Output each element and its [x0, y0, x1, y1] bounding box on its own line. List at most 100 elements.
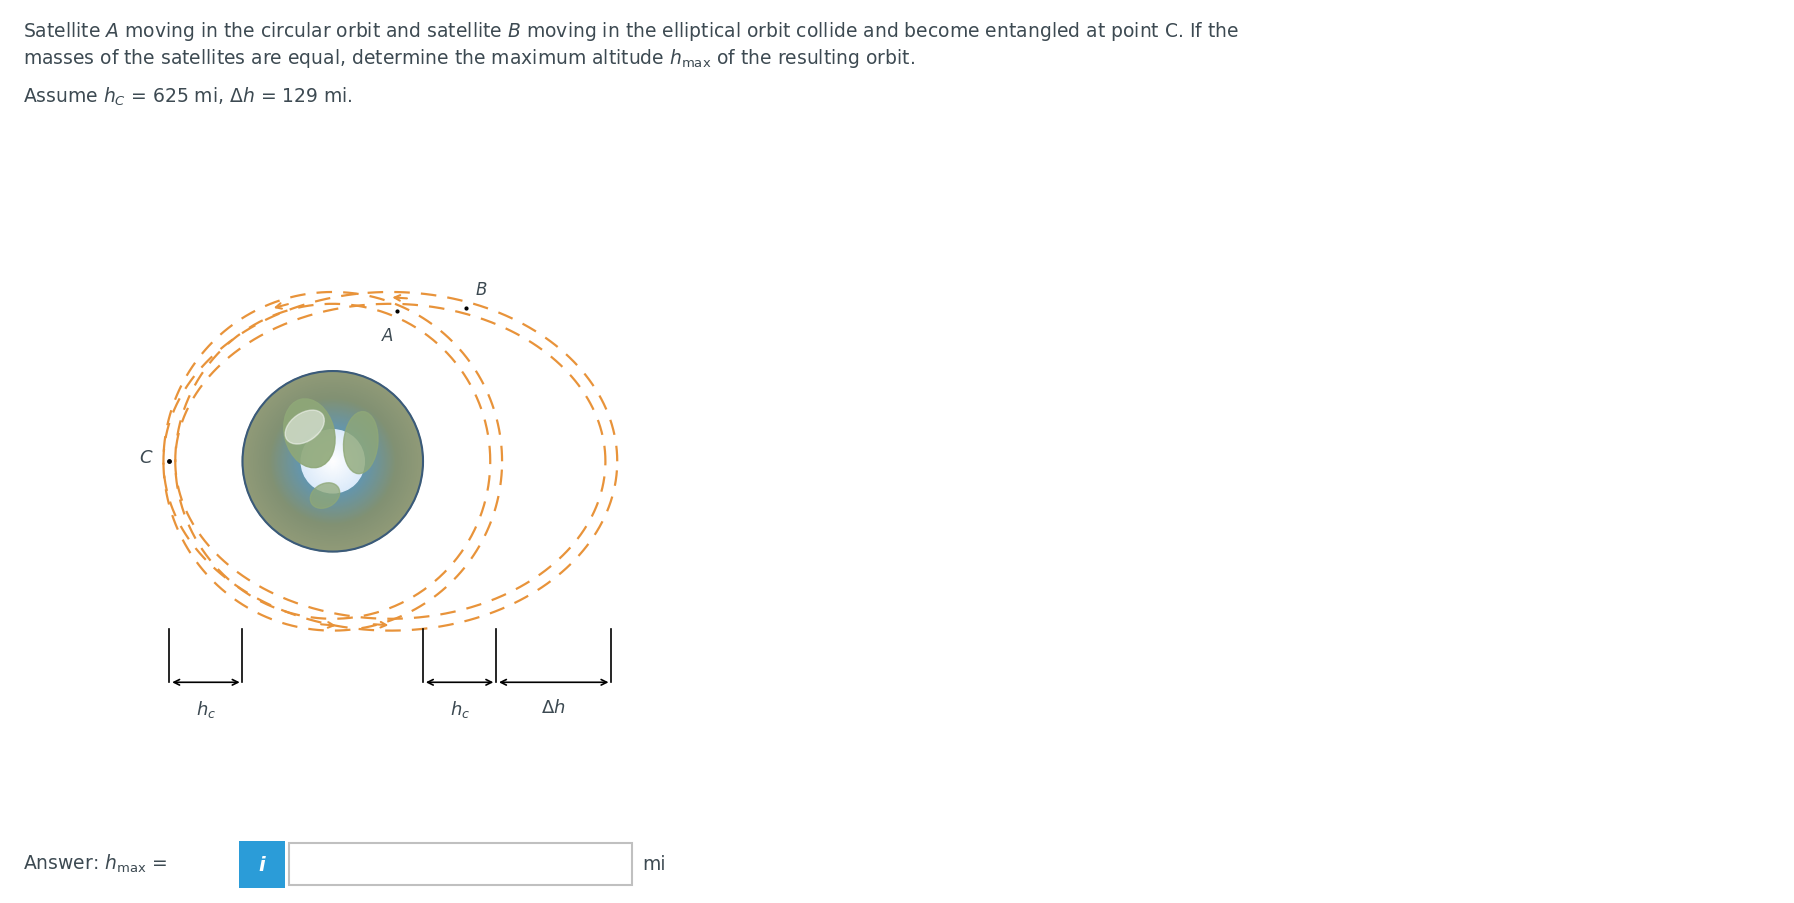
Circle shape — [264, 394, 402, 530]
Circle shape — [251, 380, 414, 544]
Circle shape — [319, 449, 346, 474]
Circle shape — [269, 398, 396, 525]
Circle shape — [327, 455, 339, 468]
Circle shape — [248, 377, 418, 547]
Circle shape — [267, 397, 398, 526]
Circle shape — [301, 431, 364, 492]
Circle shape — [325, 453, 341, 470]
Circle shape — [283, 413, 382, 510]
Circle shape — [255, 385, 411, 539]
Circle shape — [316, 445, 350, 478]
Circle shape — [321, 450, 344, 473]
Circle shape — [262, 392, 404, 532]
Circle shape — [249, 378, 416, 545]
Text: $\Delta h$: $\Delta h$ — [542, 698, 565, 716]
Text: $h_c$: $h_c$ — [450, 698, 470, 719]
Circle shape — [253, 382, 413, 542]
Circle shape — [246, 375, 420, 549]
Circle shape — [314, 442, 352, 480]
Ellipse shape — [310, 483, 339, 508]
Circle shape — [291, 420, 375, 503]
Circle shape — [294, 423, 371, 500]
Circle shape — [289, 417, 377, 506]
Circle shape — [292, 421, 373, 502]
Text: $A$: $A$ — [380, 327, 395, 345]
Circle shape — [276, 405, 389, 517]
Circle shape — [325, 454, 341, 469]
Circle shape — [258, 388, 407, 535]
Circle shape — [296, 425, 370, 498]
Circle shape — [260, 389, 405, 535]
Circle shape — [289, 418, 377, 505]
FancyBboxPatch shape — [239, 841, 285, 888]
Text: $h_c$: $h_c$ — [196, 698, 215, 719]
Text: $C$: $C$ — [140, 448, 154, 466]
Circle shape — [255, 384, 411, 540]
Circle shape — [274, 404, 391, 519]
Circle shape — [323, 452, 343, 470]
Ellipse shape — [343, 412, 379, 474]
Circle shape — [303, 432, 362, 491]
Ellipse shape — [283, 399, 335, 468]
Circle shape — [269, 398, 396, 526]
Circle shape — [305, 433, 361, 489]
Circle shape — [310, 440, 355, 483]
Text: $B$: $B$ — [475, 281, 488, 299]
Text: masses of the satellites are equal, determine the maximum altitude $\mathit{h}_{: masses of the satellites are equal, dete… — [23, 47, 915, 70]
Circle shape — [316, 444, 350, 479]
Circle shape — [285, 414, 380, 508]
Circle shape — [251, 381, 414, 543]
Circle shape — [249, 379, 416, 545]
Circle shape — [318, 446, 348, 477]
Circle shape — [273, 401, 393, 522]
Circle shape — [282, 410, 384, 513]
Text: Answer: $\mathit{h}_{\mathrm{max}}$ =: Answer: $\mathit{h}_{\mathrm{max}}$ = — [23, 852, 167, 874]
Circle shape — [244, 373, 422, 551]
Circle shape — [300, 428, 366, 495]
Circle shape — [283, 412, 382, 511]
Circle shape — [246, 376, 420, 548]
Circle shape — [274, 403, 391, 520]
Text: mi: mi — [642, 853, 666, 873]
Text: Satellite $\mathit{A}$ moving in the circular orbit and satellite $\mathit{B}$ m: Satellite $\mathit{A}$ moving in the cir… — [23, 20, 1240, 42]
Circle shape — [314, 443, 352, 479]
Circle shape — [267, 396, 398, 527]
Circle shape — [266, 395, 400, 529]
Circle shape — [292, 422, 373, 501]
Circle shape — [309, 438, 357, 485]
Circle shape — [262, 391, 404, 533]
Circle shape — [248, 377, 418, 546]
Circle shape — [312, 441, 353, 482]
Circle shape — [291, 419, 375, 504]
Circle shape — [298, 427, 368, 496]
Circle shape — [253, 383, 413, 541]
Circle shape — [266, 396, 400, 528]
Circle shape — [257, 386, 409, 537]
Circle shape — [328, 457, 337, 466]
Circle shape — [271, 399, 395, 524]
Circle shape — [285, 414, 380, 509]
Circle shape — [318, 447, 348, 476]
Circle shape — [307, 436, 359, 487]
Circle shape — [244, 374, 422, 550]
Text: i: i — [258, 854, 266, 874]
Circle shape — [309, 437, 357, 486]
Circle shape — [312, 442, 353, 481]
Circle shape — [282, 411, 384, 512]
Circle shape — [305, 434, 361, 489]
Circle shape — [278, 406, 388, 517]
Circle shape — [257, 386, 409, 538]
Circle shape — [294, 424, 371, 499]
Circle shape — [276, 405, 389, 518]
Circle shape — [319, 448, 346, 475]
Circle shape — [287, 416, 379, 507]
Circle shape — [278, 407, 388, 516]
Circle shape — [280, 408, 386, 515]
Circle shape — [307, 435, 359, 488]
Circle shape — [296, 424, 370, 498]
Circle shape — [332, 461, 334, 462]
Circle shape — [300, 429, 366, 494]
Circle shape — [303, 433, 362, 490]
Text: Assume $\mathit{h}_{C}$ = 625 mi, $\Delta\mathit{h}$ = 129 mi.: Assume $\mathit{h}_{C}$ = 625 mi, $\Delt… — [23, 86, 353, 108]
Circle shape — [280, 409, 386, 514]
